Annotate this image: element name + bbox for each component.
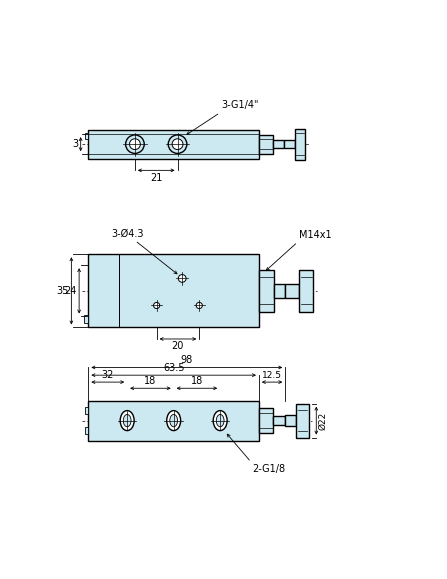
Bar <box>284 140 295 148</box>
Text: 18: 18 <box>144 376 156 386</box>
Circle shape <box>168 135 187 153</box>
Bar <box>84 315 89 323</box>
Bar <box>273 416 285 425</box>
Bar <box>299 270 313 312</box>
Bar <box>259 270 274 312</box>
Text: Ø22: Ø22 <box>319 412 328 430</box>
Text: 12.5: 12.5 <box>262 371 282 380</box>
Text: 63.5: 63.5 <box>163 363 185 373</box>
Bar <box>84 427 89 434</box>
Bar <box>285 415 296 426</box>
Text: 3: 3 <box>72 139 78 149</box>
Circle shape <box>126 135 144 153</box>
Bar <box>89 401 259 441</box>
Text: M14x1: M14x1 <box>299 230 332 240</box>
Circle shape <box>130 139 140 149</box>
Bar <box>89 254 259 328</box>
Text: 3-G1/4": 3-G1/4" <box>222 100 259 110</box>
Text: 2-G1/8: 2-G1/8 <box>253 464 286 474</box>
Bar <box>296 404 308 438</box>
Bar <box>89 130 259 159</box>
Ellipse shape <box>213 411 227 431</box>
Bar <box>274 284 285 298</box>
Text: 21: 21 <box>150 173 162 182</box>
Text: 18: 18 <box>191 376 203 386</box>
Bar <box>259 134 273 154</box>
Text: 32: 32 <box>101 370 114 380</box>
Circle shape <box>172 139 183 149</box>
Ellipse shape <box>123 415 131 427</box>
Bar <box>285 284 299 298</box>
Bar <box>259 408 273 433</box>
Ellipse shape <box>120 411 134 431</box>
Text: 24: 24 <box>64 286 77 296</box>
Ellipse shape <box>216 415 224 427</box>
Bar <box>84 133 89 139</box>
Ellipse shape <box>170 415 177 427</box>
Text: 20: 20 <box>172 341 184 351</box>
Ellipse shape <box>167 411 181 431</box>
Circle shape <box>153 302 160 309</box>
Bar <box>273 140 284 148</box>
Bar <box>295 129 305 160</box>
Text: 35: 35 <box>57 286 69 296</box>
Circle shape <box>196 302 202 309</box>
Text: 3-Ø4.3: 3-Ø4.3 <box>112 229 144 239</box>
Text: 98: 98 <box>181 355 193 365</box>
Circle shape <box>178 274 186 283</box>
Bar <box>84 406 89 415</box>
